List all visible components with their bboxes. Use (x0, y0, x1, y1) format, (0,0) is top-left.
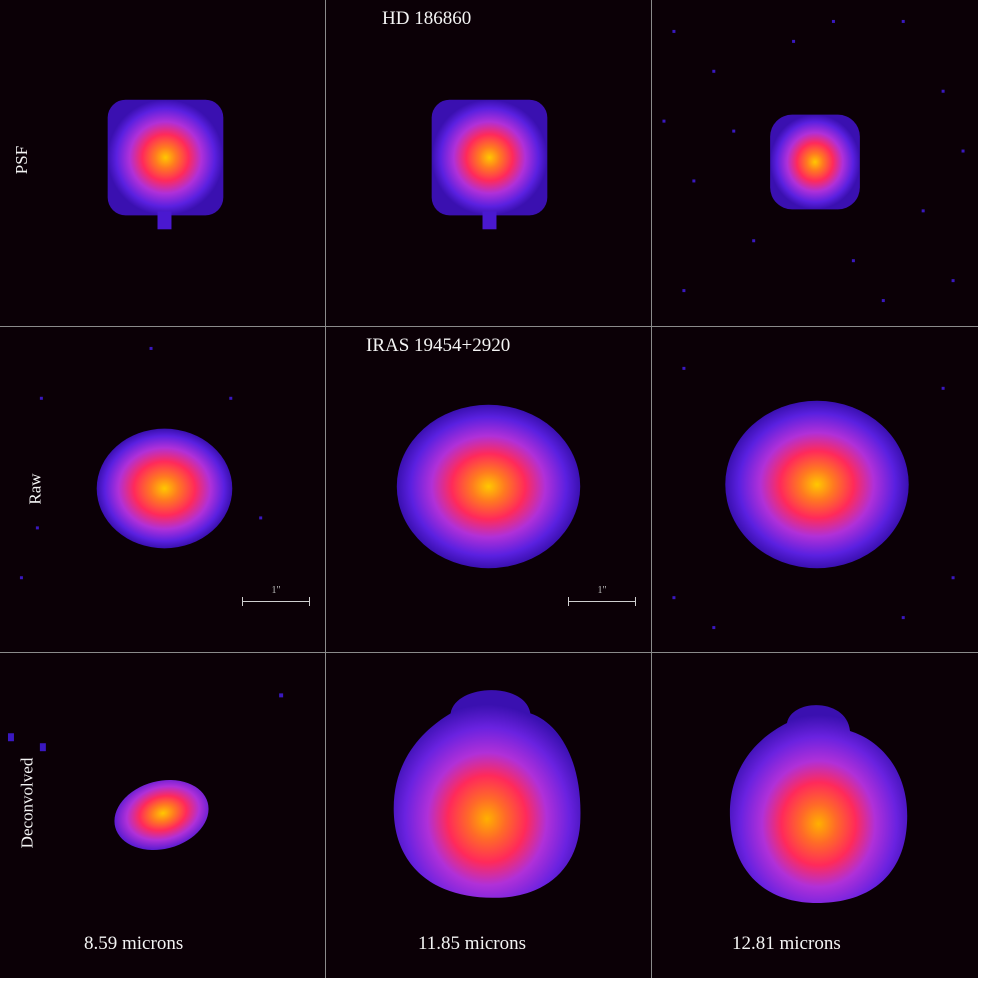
panel-raw-11um: IRAS 19454+2920 1" (326, 327, 652, 653)
deconvolved-8um-image (7, 693, 284, 851)
row-label-psf: PSF (12, 145, 32, 175)
raw-8um-image (19, 346, 263, 580)
raw-11um-image (396, 404, 581, 569)
wavelength-label-11um: 11.85 microns (418, 933, 527, 954)
wavelength-label-12um: 12.81 microns (732, 933, 841, 954)
panel-raw-12um (652, 327, 978, 653)
panel-deconvolved-8um: Deconvolved 8.59 microns (0, 653, 326, 978)
panel-deconvolved-11um: 11.85 microns (326, 653, 652, 978)
deconvolved-11um-image (393, 690, 581, 898)
psf-8um-image (107, 99, 224, 230)
scalebar-line (568, 601, 636, 602)
scalebar-line (242, 601, 310, 602)
scalebar-label: 1" (271, 585, 281, 596)
row-label-deconvolved: Deconvolved (17, 757, 37, 849)
scalebar-tick-right (635, 597, 636, 606)
psf-12um-image (662, 19, 965, 303)
panel-raw-8um: Raw 1" (0, 327, 326, 653)
scalebar-label: 1" (597, 585, 607, 596)
noise-speckles (662, 19, 965, 303)
section-title-hd186860: HD 186860 (382, 8, 472, 29)
panel-deconvolved-12um: 12.81 microns (652, 653, 978, 978)
wavelength-label-8um: 8.59 microns (84, 933, 184, 954)
row-label-raw: Raw (25, 473, 45, 505)
scalebar-8um: 1" (242, 585, 310, 606)
panel-psf-12um (652, 0, 978, 327)
scalebar-tick-right (309, 597, 310, 606)
raw-12um-image (672, 366, 955, 630)
scalebar-11um: 1" (568, 585, 636, 606)
psf-11um-image (431, 99, 548, 230)
section-title-iras: IRAS 19454+2920 (366, 335, 511, 356)
deconvolved-12um-image (729, 705, 908, 903)
panel-psf-8um: PSF (0, 0, 326, 327)
scalebar-tick-left (568, 597, 569, 606)
panel-psf-11um: HD 186860 (326, 0, 652, 327)
scalebar-tick-left (242, 597, 243, 606)
